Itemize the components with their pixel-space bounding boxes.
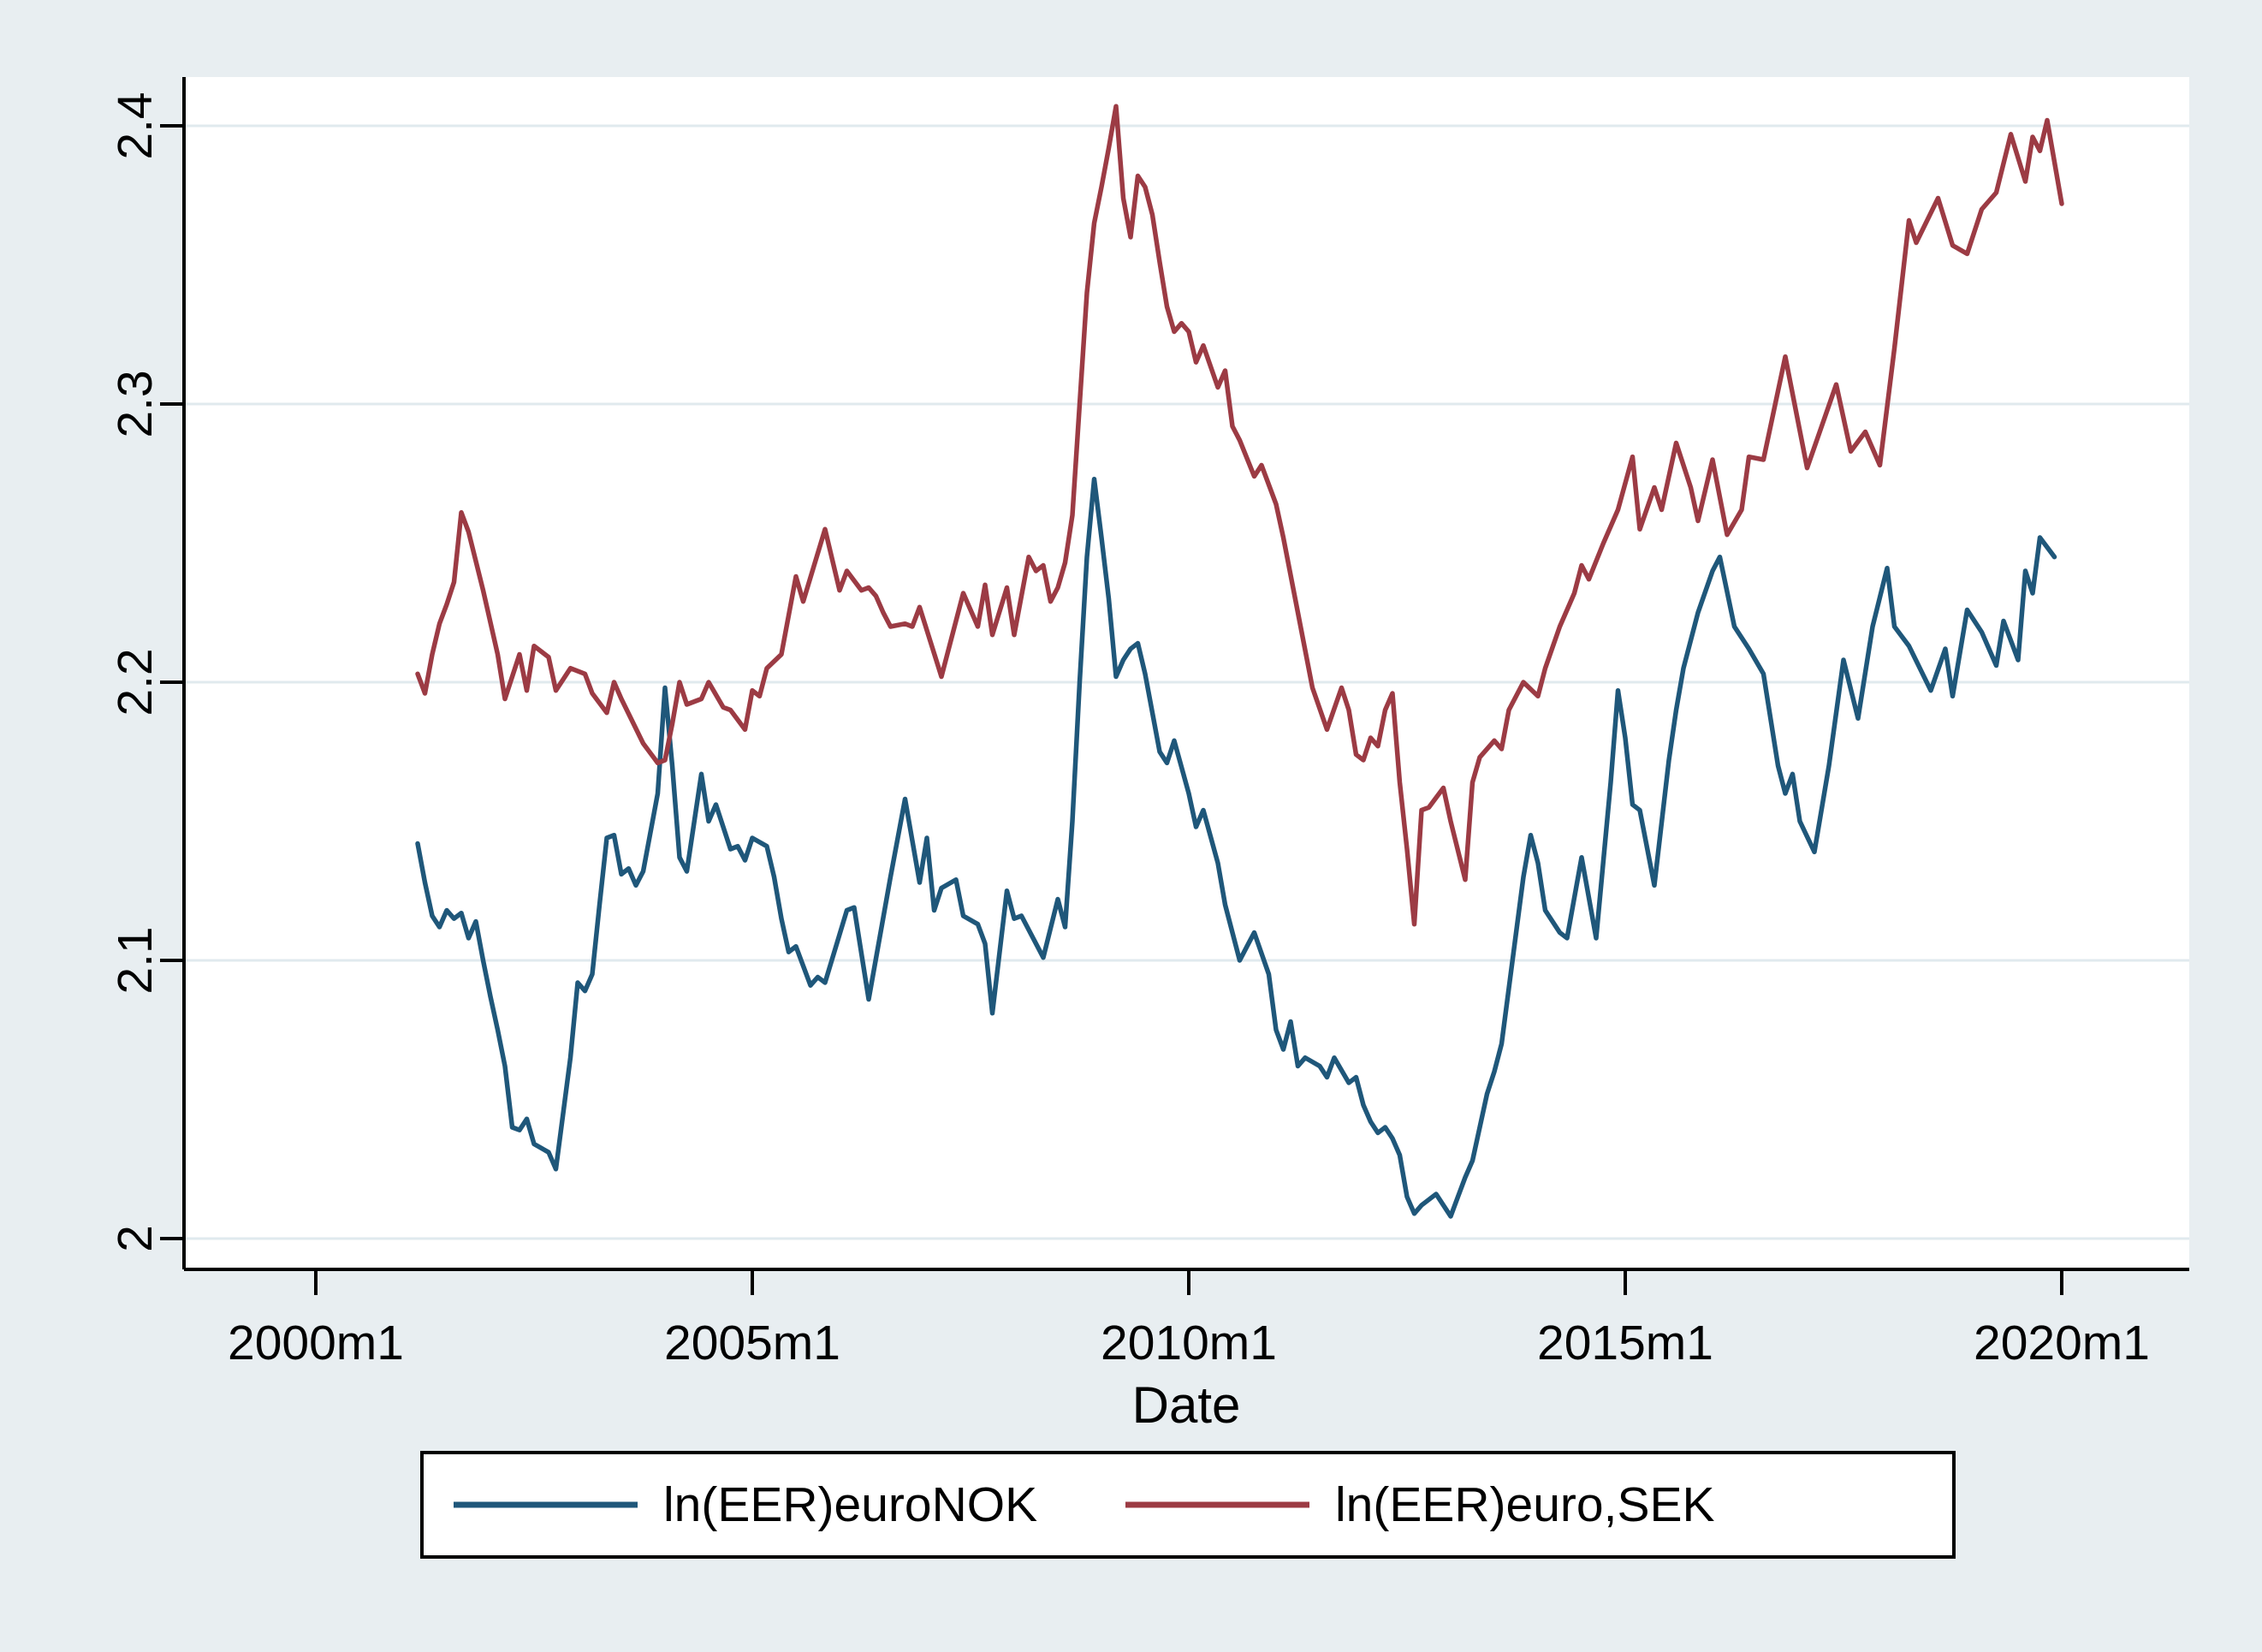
y-tick-label: 2 bbox=[108, 1225, 163, 1252]
y-axis-ticks: 2 2.1 2.2 2.3 2.4 bbox=[108, 92, 184, 1252]
legend: ln(EER)euroNOK ln(EER)euro,SEK bbox=[420, 1451, 1956, 1559]
x-tick-label: 2020m1 bbox=[1974, 1316, 2150, 1370]
x-tick-label: 2005m1 bbox=[664, 1316, 840, 1370]
series-line-0 bbox=[415, 476, 2057, 1219]
x-tick-label: 2000m1 bbox=[228, 1316, 404, 1370]
y-tick-label: 2.3 bbox=[108, 370, 163, 437]
x-tick-label: 2015m1 bbox=[1537, 1316, 1713, 1370]
series-lines bbox=[415, 104, 2064, 1219]
legend-label-euronok: ln(EER)euroNOK bbox=[663, 1477, 1037, 1532]
x-axis-ticks: 2000m1 2005m1 2010m1 2015m1 2020m1 bbox=[228, 1269, 2150, 1370]
series-line-1 bbox=[415, 104, 2064, 927]
plot-area bbox=[184, 77, 2189, 1269]
y-tick-label: 2.2 bbox=[108, 648, 163, 716]
x-tick-label: 2010m1 bbox=[1101, 1316, 1277, 1370]
x-axis-title: Date bbox=[1132, 1376, 1241, 1434]
y-tick-label: 2.1 bbox=[108, 926, 163, 994]
legend-label-eurosek: ln(EER)euro,SEK bbox=[1335, 1477, 1715, 1532]
y-tick-label: 2.4 bbox=[108, 92, 163, 159]
gridlines bbox=[184, 124, 2189, 1240]
